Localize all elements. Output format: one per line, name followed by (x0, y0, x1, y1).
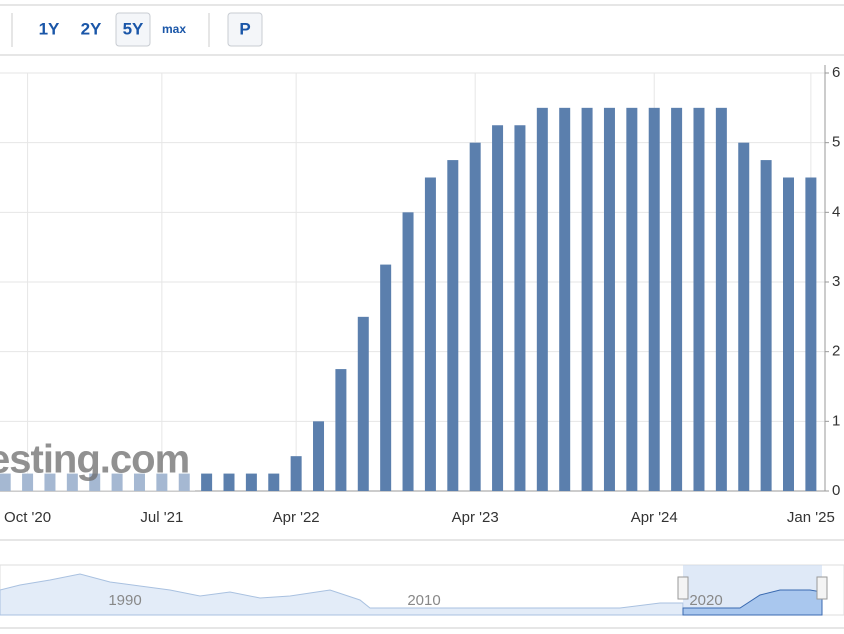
bar (469, 142, 481, 491)
bar (335, 369, 347, 491)
watermark-veil (0, 472, 195, 491)
y-tick-label: 6 (832, 64, 840, 81)
p-button[interactable]: P (239, 19, 250, 38)
navigator-handle[interactable] (677, 576, 689, 600)
bar (357, 316, 369, 491)
bar (559, 107, 571, 491)
bar (715, 107, 727, 491)
x-tick-label: Jul '21 (140, 509, 183, 526)
range-button[interactable]: 2Y (81, 19, 102, 38)
bar (805, 177, 817, 491)
y-tick-label: 0 (832, 482, 840, 499)
bar (492, 125, 504, 491)
bar (178, 473, 190, 491)
bar (760, 160, 772, 492)
bar (424, 177, 436, 491)
y-tick-label: 4 (832, 203, 840, 220)
button-box[interactable] (115, 12, 151, 47)
bar (536, 107, 548, 491)
bar (738, 142, 750, 491)
navigator-label: 2020 (689, 592, 722, 609)
bar (402, 212, 414, 492)
navigator-label: 2010 (407, 592, 440, 609)
bar (380, 264, 392, 491)
button-box[interactable] (227, 12, 263, 47)
bar (671, 107, 683, 491)
bar (66, 473, 78, 491)
bar (581, 107, 593, 491)
navigator-selected-area (682, 589, 823, 616)
bar (44, 473, 56, 491)
x-tick-label: Apr '22 (273, 509, 320, 526)
bar (133, 473, 145, 491)
y-tick-label: 3 (832, 273, 840, 290)
navigator-area (0, 573, 684, 616)
bar (111, 473, 123, 491)
bar (693, 107, 705, 491)
range-button[interactable]: max (162, 22, 186, 36)
navigator-label: 1990 (108, 592, 141, 609)
bar (156, 473, 168, 491)
bar (447, 160, 459, 492)
watermark: esting.com (0, 438, 189, 482)
bar (648, 107, 660, 491)
bar (290, 456, 302, 491)
bar (89, 473, 101, 491)
x-tick-label: Apr '24 (631, 509, 678, 526)
bar (783, 177, 794, 491)
bar (22, 473, 34, 491)
bar (268, 473, 280, 491)
range-button[interactable]: 5Y (123, 19, 144, 38)
bar (0, 473, 11, 491)
bar (514, 125, 526, 491)
y-tick-label: 5 (832, 134, 840, 151)
x-tick-label: Apr '23 (452, 509, 499, 526)
x-tick-label: Jan '25 (787, 509, 835, 526)
bar (313, 421, 325, 491)
bar (223, 473, 235, 491)
y-tick-label: 1 (832, 412, 840, 429)
bar (245, 473, 257, 491)
x-tick-label: Oct '20 (4, 509, 51, 526)
range-button[interactable]: 1Y (39, 19, 60, 38)
bar (626, 107, 638, 491)
y-tick-label: 2 (832, 343, 840, 360)
bar (201, 473, 213, 491)
bar (603, 107, 615, 491)
navigator-handle[interactable] (816, 576, 828, 600)
